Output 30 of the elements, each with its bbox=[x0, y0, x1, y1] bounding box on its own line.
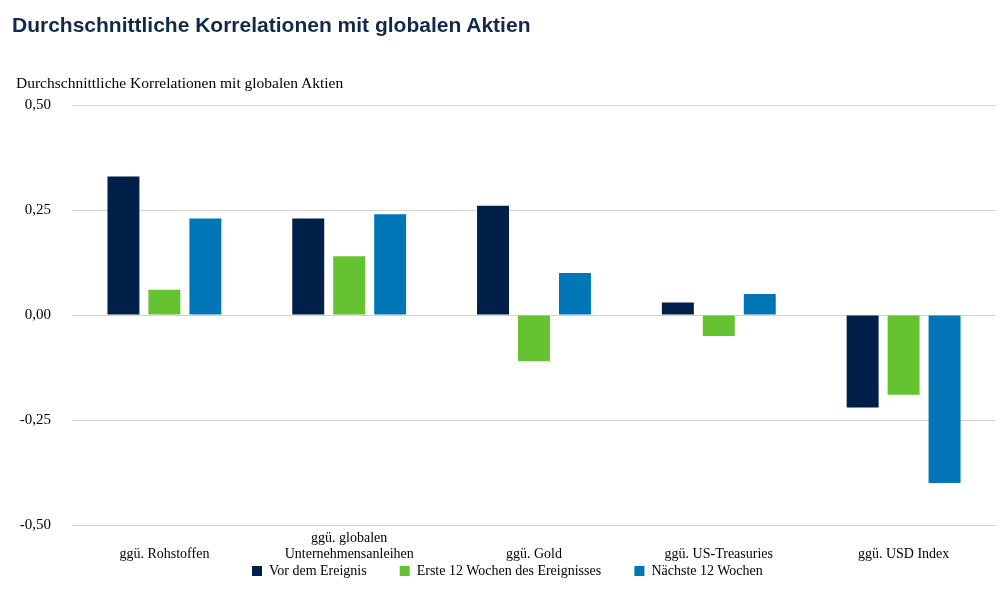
legend-label: Erste 12 Wochen des Ereignisses bbox=[416, 562, 602, 578]
bar bbox=[374, 214, 407, 315]
legend-label: Nächste 12 Wochen bbox=[651, 562, 763, 578]
y-tick-label: -0,50 bbox=[19, 515, 51, 532]
bar bbox=[148, 289, 181, 315]
bar bbox=[661, 302, 694, 315]
bar bbox=[846, 315, 879, 408]
y-axis-title: Durchschnittliche Korrelationen mit globalen Aktien bbox=[16, 74, 344, 92]
bar bbox=[928, 315, 961, 483]
bar bbox=[333, 256, 366, 315]
y-tick-label: 0,00 bbox=[24, 305, 51, 322]
bar bbox=[702, 315, 735, 336]
x-tick-label: ggü. USD Index bbox=[857, 546, 950, 562]
chart-title: Durchschnittliche Korrelationen mit globalen Aktien bbox=[12, 13, 531, 37]
bar bbox=[743, 294, 776, 315]
y-tick-label: 0,50 bbox=[24, 95, 51, 112]
legend-label: Vor dem Ereignis bbox=[268, 562, 367, 578]
bar bbox=[477, 205, 510, 315]
bar bbox=[518, 315, 550, 362]
x-tick-label: ggü. Rohstoffen bbox=[119, 546, 210, 562]
bar bbox=[107, 176, 140, 315]
y-tick-label: 0,25 bbox=[24, 200, 51, 217]
bar bbox=[887, 315, 920, 395]
x-tick-label: ggü. globalen Unternehmensanleihen bbox=[284, 529, 414, 562]
bar bbox=[292, 218, 325, 315]
bar bbox=[189, 218, 222, 315]
y-tick-label: -0,25 bbox=[19, 410, 51, 427]
bar bbox=[558, 273, 591, 315]
x-tick-label: ggü. US-Treasuries bbox=[664, 546, 773, 562]
x-tick-label: ggü. Gold bbox=[506, 546, 562, 562]
